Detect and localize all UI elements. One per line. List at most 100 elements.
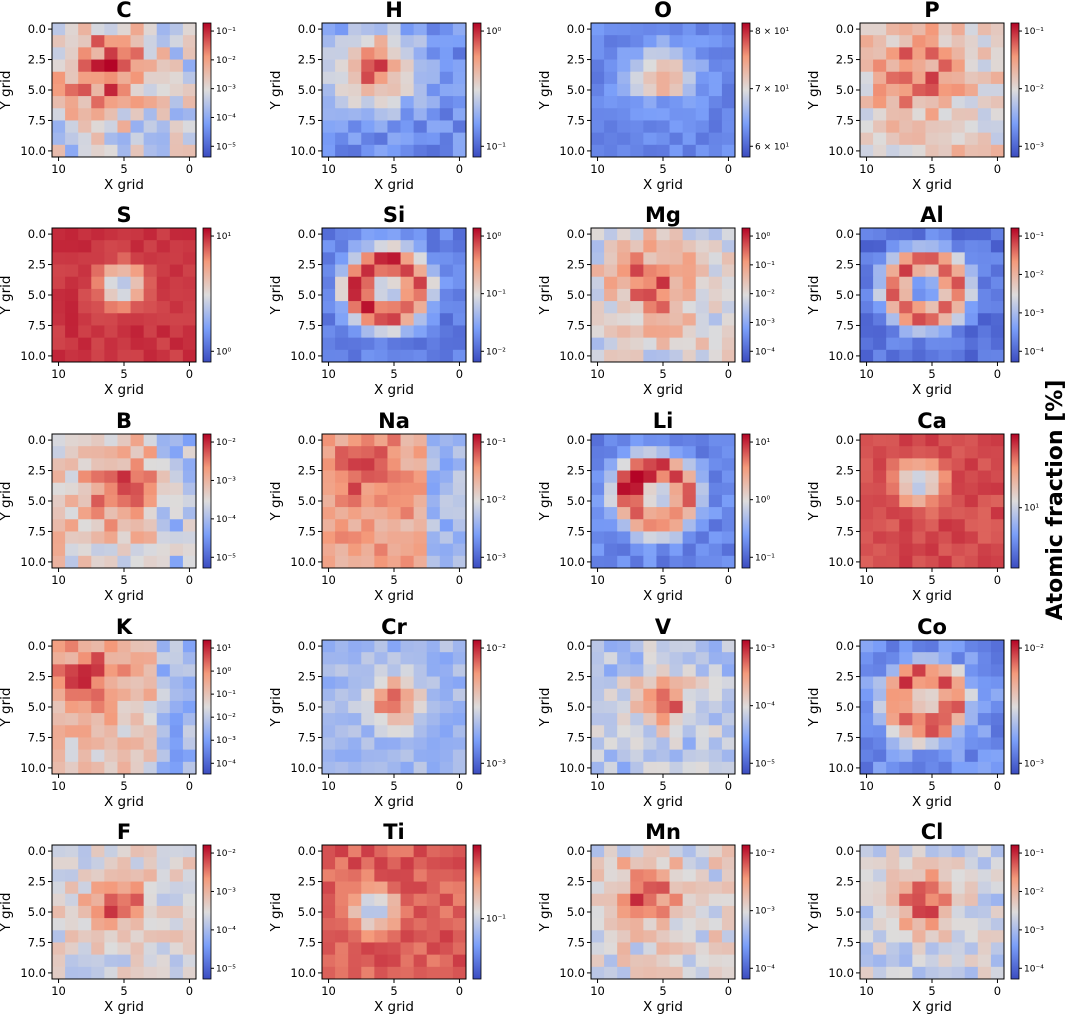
heatmap-cell: [873, 737, 887, 751]
heatmap-cell: [669, 59, 684, 73]
heatmap-cell: [78, 446, 92, 459]
heatmap-cell: [348, 482, 362, 496]
heatmap-cell: [65, 252, 79, 265]
heatmap-cell: [964, 531, 979, 545]
y-tick-label: 5.0: [28, 700, 46, 714]
heatmap-cell: [143, 458, 158, 471]
heatmap-cell: [322, 966, 336, 980]
heatmap-cell: [912, 108, 926, 121]
heatmap-cell: [591, 652, 605, 665]
heatmap-cell: [182, 507, 197, 520]
y-axis-label: Y grid: [0, 688, 14, 728]
heatmap-cell: [938, 325, 953, 339]
heatmap-cell: [977, 458, 992, 471]
heatmap-cell: [977, 83, 992, 97]
heatmap-cell: [708, 942, 723, 956]
heatmap-cell: [169, 35, 184, 48]
y-tick-label: 7.5: [298, 730, 316, 744]
y-tick-label: 5.0: [298, 288, 316, 302]
heatmap-cell: [669, 228, 684, 241]
heatmap-cell: [65, 893, 79, 907]
heatmap-cell: [721, 640, 736, 653]
heatmap-cell: [361, 458, 375, 471]
heatmap-cell: [951, 132, 966, 146]
heatmap-cell: [643, 337, 657, 351]
heatmap-cell: [335, 543, 349, 557]
heatmap-cell: [374, 23, 388, 36]
heatmap-cell: [439, 543, 454, 557]
heatmap-cell: [951, 252, 966, 265]
heatmap-cell: [873, 434, 887, 447]
heatmap-cell: [643, 640, 657, 653]
heatmap-cell: [413, 918, 428, 931]
heatmap-cell: [721, 35, 736, 48]
heatmap-cell: [143, 240, 158, 253]
heatmap-cell: [322, 288, 336, 302]
x-tick-label: 0: [456, 779, 463, 793]
heatmap-cell: [143, 108, 158, 121]
heatmap-cell: [873, 713, 887, 726]
heatmap-cell: [182, 108, 197, 121]
heatmap-cell: [643, 869, 657, 882]
heatmap-cell: [721, 652, 736, 665]
heatmap-cell: [104, 470, 118, 484]
heatmap-cell: [682, 240, 697, 253]
heatmap-cell: [322, 337, 336, 351]
heatmap-cell: [348, 761, 362, 775]
x-tick-label: 5: [659, 573, 666, 587]
heatmap-cell: [708, 144, 723, 158]
heatmap-cell: [169, 228, 184, 241]
heatmap-cell: [682, 325, 697, 339]
heatmap-cell: [130, 337, 145, 351]
heatmap-cell: [721, 664, 736, 677]
heatmap-cell: [938, 83, 953, 97]
heatmap-cell: [117, 276, 131, 290]
heatmap-cell: [156, 652, 171, 665]
heatmap-cell: [886, 108, 900, 121]
y-tick-label: 5.0: [28, 905, 46, 919]
heatmap-cell: [91, 228, 105, 241]
heatmap-cell: [104, 555, 118, 569]
heatmap-cell: [669, 918, 684, 931]
heatmap-cell: [130, 264, 145, 278]
heatmap-cell: [938, 276, 953, 290]
heatmap-cell: [604, 893, 618, 907]
heatmap-cell: [130, 893, 145, 907]
heatmap-cell: [374, 893, 388, 907]
heatmap-cell: [374, 325, 388, 339]
colorbar-tick-label: 10⁻⁴: [216, 515, 236, 525]
heatmap-cell: [964, 35, 979, 48]
heatmap-cell: [990, 47, 1005, 60]
heatmap-cell: [990, 35, 1005, 48]
heatmap-cell: [156, 108, 171, 121]
heatmap-cell: [182, 881, 197, 895]
heatmap-cell: [873, 749, 887, 763]
heatmap-cell: [617, 349, 631, 363]
heatmap-cell: [643, 881, 657, 895]
heatmap-cell: [873, 652, 887, 665]
colorbar-tick-label: 10¹: [216, 644, 231, 654]
heatmap-cell: [873, 23, 887, 36]
heatmap-cell: [630, 555, 644, 569]
heatmap-cell: [400, 349, 415, 363]
heatmap-cell: [617, 434, 631, 447]
heatmap-cell: [65, 470, 79, 484]
heatmap-cell: [322, 120, 336, 134]
heatmap-cell: [426, 857, 441, 870]
heatmap-cell: [938, 713, 953, 726]
colorbar-tick-label: 10⁻⁴: [1024, 347, 1044, 357]
heatmap-cell: [452, 966, 467, 980]
heatmap-cell: [117, 313, 131, 326]
heatmap-cell: [439, 652, 454, 665]
heatmap-cell: [65, 96, 79, 109]
heatmap-cell: [65, 446, 79, 459]
heatmap-cell: [52, 23, 66, 36]
heatmap-cell: [682, 966, 697, 980]
heatmap-cell: [322, 83, 336, 97]
heatmap-cell: [104, 881, 118, 895]
heatmap-cell: [977, 954, 992, 968]
heatmap-cell: [873, 325, 887, 339]
heatmap-cell: [925, 688, 939, 702]
heatmap-cell: [643, 470, 657, 484]
heatmap-cell: [682, 252, 697, 265]
